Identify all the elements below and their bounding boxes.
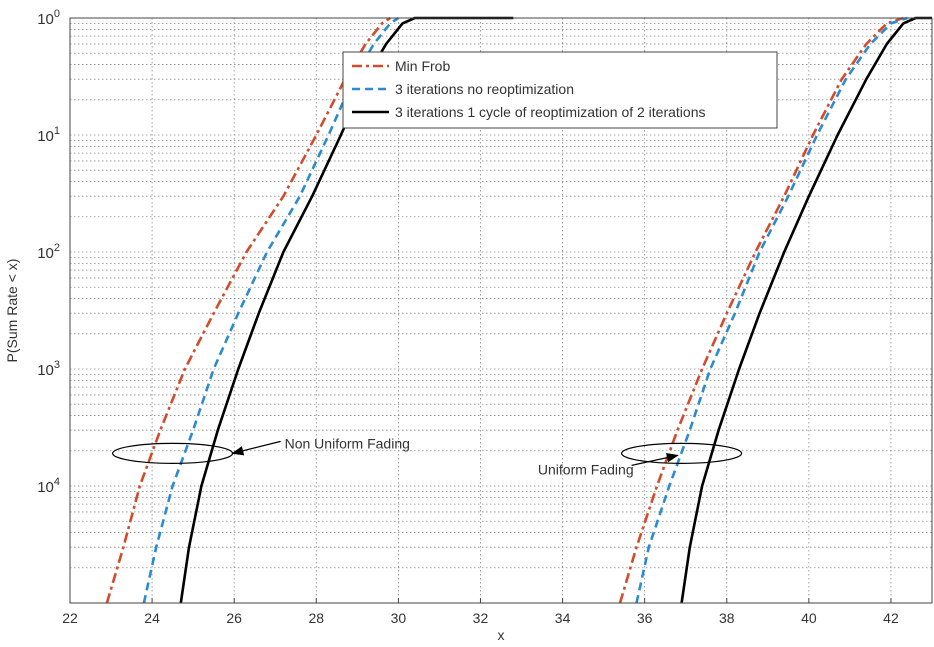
series-line-2-0 [179, 16, 514, 604]
x-tick-label: 32 [473, 610, 489, 626]
y-tick-label: 102 [37, 242, 60, 262]
annotation-label: Non Uniform Fading [285, 435, 410, 451]
series-line-1-0 [142, 16, 400, 604]
x-tick-label: 38 [719, 610, 735, 626]
legend: Min Frob 3 iterations no reoptimization 3 … [342, 51, 778, 129]
x-tick-label: 26 [226, 610, 242, 626]
y-axis-label: P(Sum Rate < x) [4, 259, 20, 363]
legend-label: 3 iterations no reoptimization [395, 81, 574, 97]
plot-frame [69, 17, 933, 604]
x-tick-label: 42 [883, 610, 899, 626]
annotation-arrow [631, 452, 679, 466]
y-tick-label: 101 [37, 125, 60, 145]
annotation-arrow [231, 440, 281, 456]
annotations: Non Uniform Fading Uniform Fading [112, 435, 743, 477]
x-tick-label: 22 [62, 610, 78, 626]
x-tick-label: 34 [555, 610, 571, 626]
legend-box [342, 51, 778, 129]
series-line-1-1 [635, 16, 908, 604]
series-line-0-1 [618, 16, 904, 604]
annotation-label: Uniform Fading [538, 461, 634, 477]
y-tick-label: 100 [37, 8, 60, 28]
series-lines [105, 16, 932, 604]
axes: 22 24 26 28 30 32 34 36 38 40 42 100 101 102 103 104 x P(… [4, 8, 933, 643]
annotation-ellipse [621, 442, 743, 464]
legend-label: Min Frob [395, 58, 450, 74]
x-tick-label: 24 [144, 610, 160, 626]
x-tick-label: 30 [391, 610, 407, 626]
x-axis-label: x [498, 627, 505, 643]
legend-label: 3 iterations 1 cycle of reoptimization o… [395, 104, 706, 120]
series-line-0-0 [105, 16, 391, 604]
x-tick-label: 28 [308, 610, 324, 626]
x-tick-label: 40 [801, 610, 817, 626]
series-line-2-1 [680, 16, 932, 604]
x-tick-label: 36 [637, 610, 653, 626]
y-tick-label: 104 [37, 476, 60, 496]
y-tick-label: 103 [37, 359, 60, 379]
